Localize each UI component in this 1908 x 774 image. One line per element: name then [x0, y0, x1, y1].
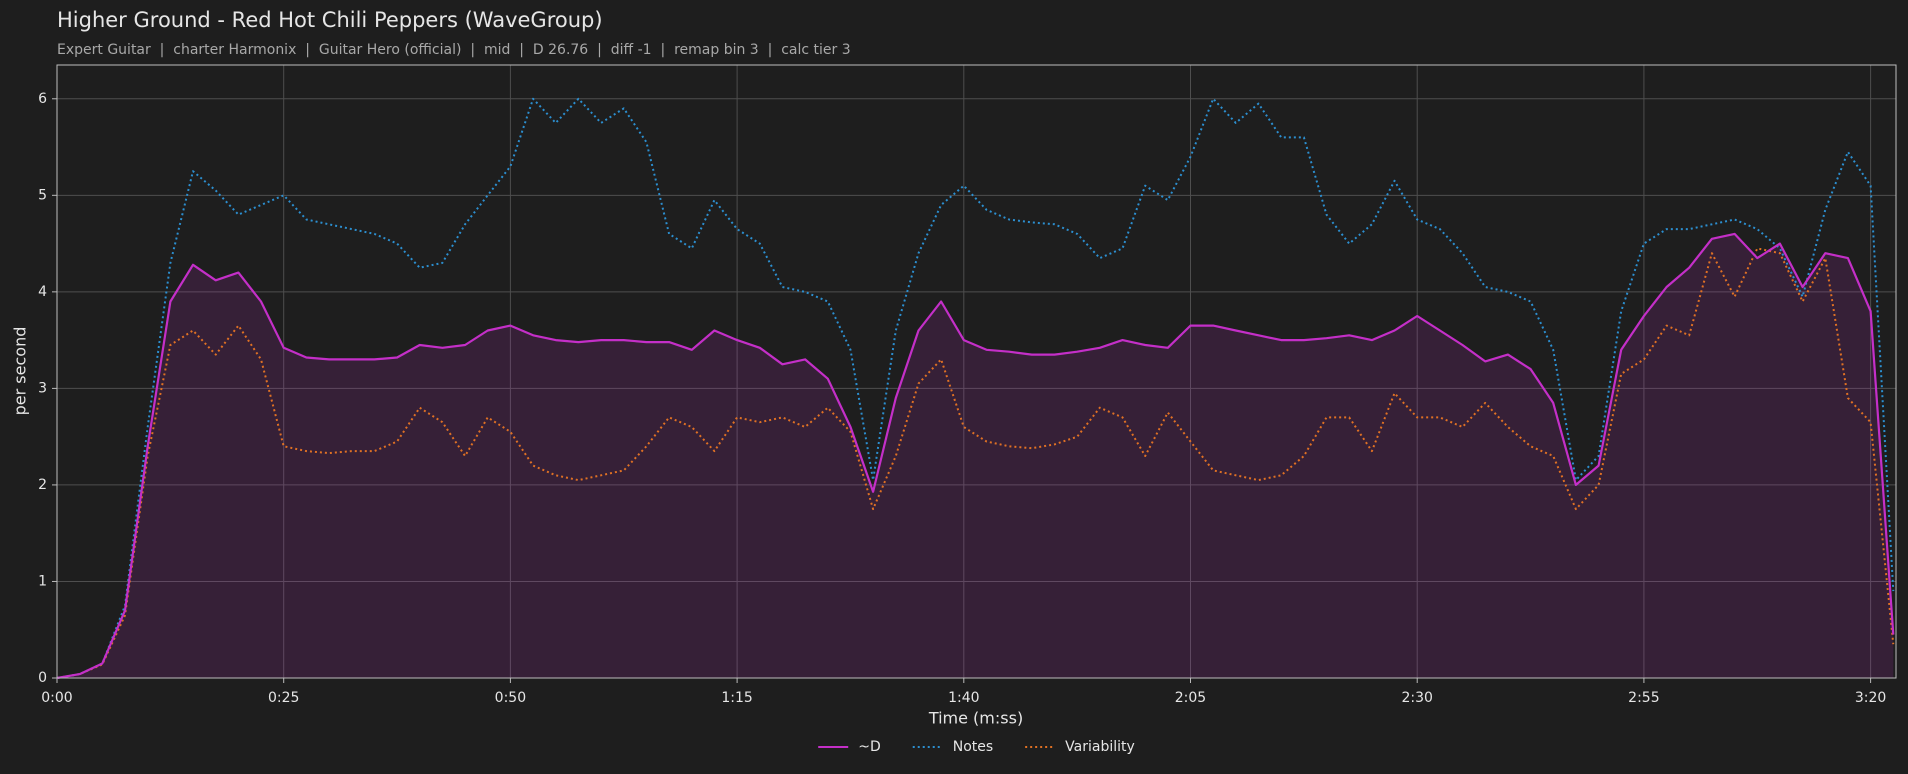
x-tick-label: 1:40 — [948, 690, 979, 706]
x-tick-label: 2:05 — [1175, 690, 1206, 706]
y-axis-label: per second — [11, 327, 30, 416]
y-tick-label: 0 — [38, 670, 47, 686]
y-tick-label: 3 — [38, 380, 47, 396]
x-tick-label: 0:25 — [268, 690, 299, 706]
x-tick-label: 3:20 — [1855, 690, 1886, 706]
chart-title: Higher Ground - Red Hot Chili Peppers (W… — [57, 8, 603, 32]
x-tick-label: 1:15 — [721, 690, 752, 706]
y-tick-label: 4 — [38, 284, 47, 300]
x-tick-label: 0:00 — [41, 690, 72, 706]
legend-label: ~D — [858, 739, 881, 755]
legend-item: Variability — [1025, 739, 1135, 755]
y-tick-label: 1 — [38, 573, 47, 589]
legend: ~D Notes Variability — [818, 739, 1135, 755]
y-tick-label: 2 — [38, 477, 47, 493]
legend-item: Notes — [912, 739, 993, 755]
x-tick-label: 2:30 — [1401, 690, 1432, 706]
area — [57, 233, 1894, 678]
y-tick-label: 5 — [38, 187, 47, 203]
legend-label: Variability — [1065, 739, 1135, 755]
y-tick-label: 6 — [38, 91, 47, 107]
line — [56, 232, 1895, 680]
x-axis-label: Time (m:ss) — [928, 709, 1023, 728]
legend-label: Notes — [953, 739, 993, 755]
legend-item: ~D — [818, 739, 881, 755]
x-tick-label: 0:50 — [495, 690, 526, 706]
chart-subtitle: Expert Guitar | charter Harmonix | Guita… — [57, 42, 851, 58]
plot-frame — [56, 64, 1897, 679]
x-tick-label: 2:55 — [1628, 690, 1659, 706]
